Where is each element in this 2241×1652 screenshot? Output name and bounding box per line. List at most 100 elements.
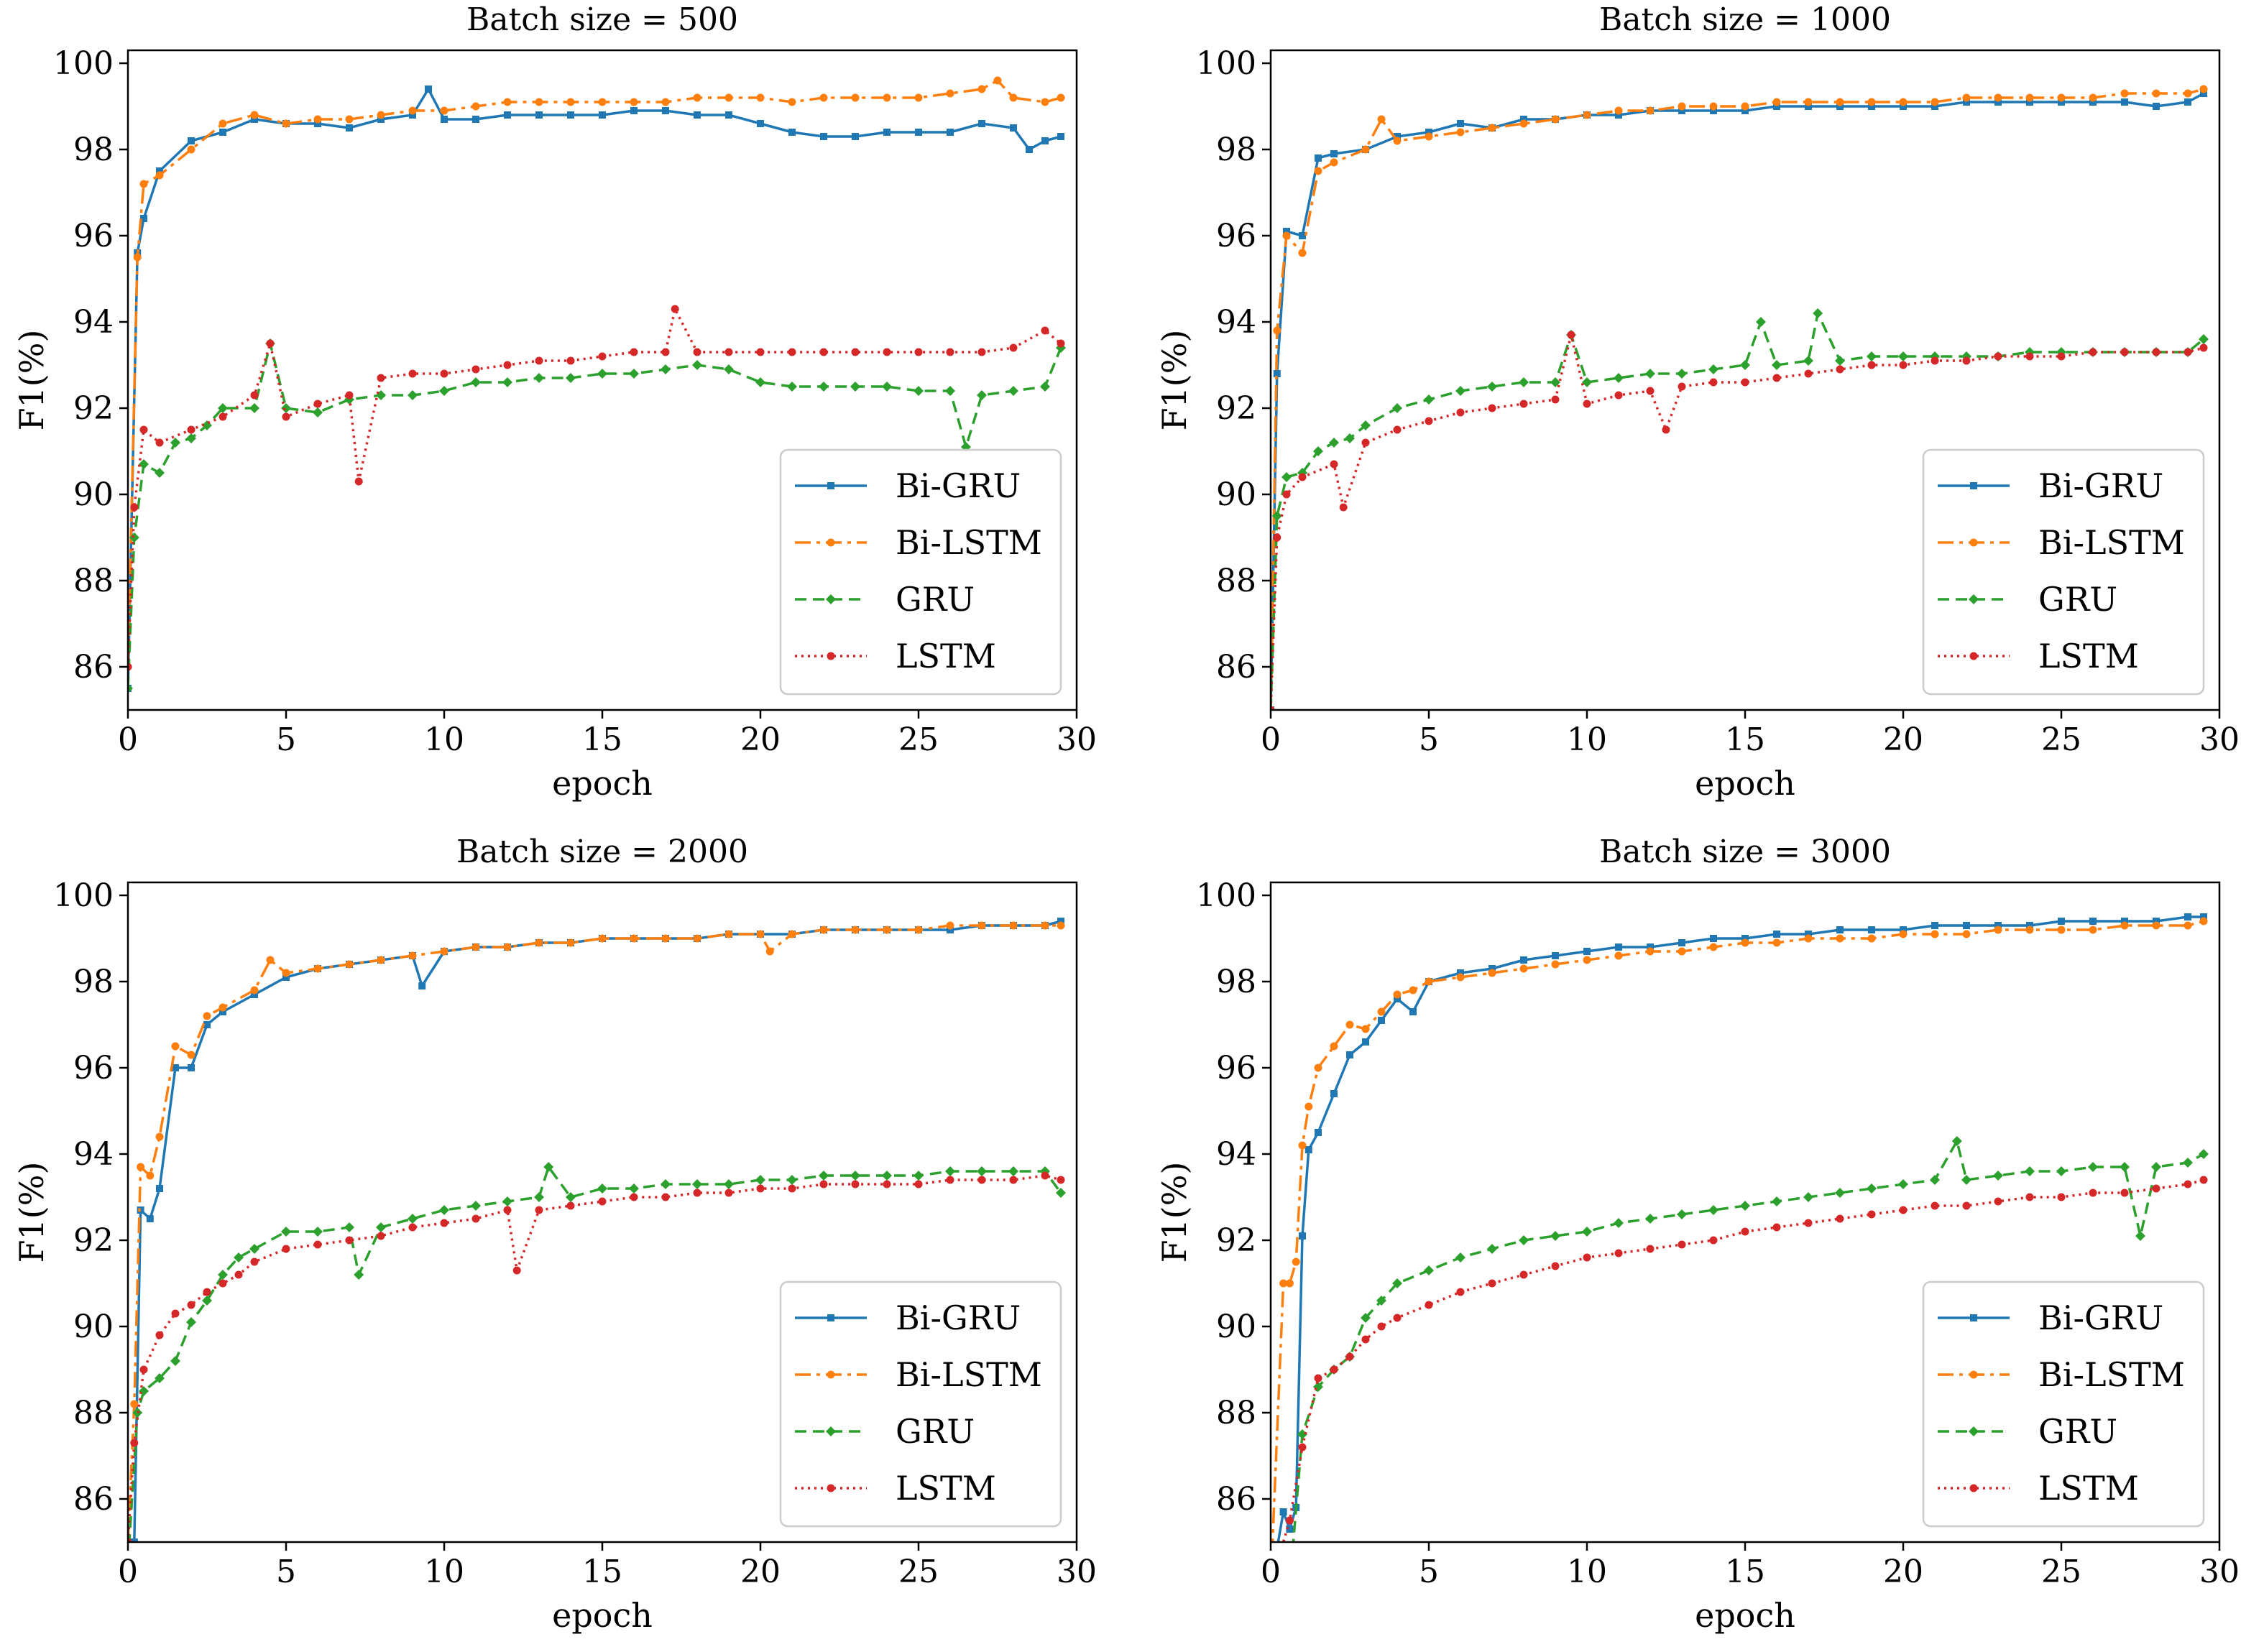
data-point: [693, 1189, 701, 1197]
data-point: [1994, 1197, 2002, 1206]
data-point: [1056, 1188, 1066, 1198]
data-point: [1377, 1322, 1386, 1331]
data-point: [2121, 918, 2128, 925]
data-point: [756, 348, 765, 356]
legend-marker: [827, 1484, 835, 1492]
data-point: [471, 1214, 480, 1223]
data-point: [512, 1266, 521, 1275]
data-point: [1286, 1526, 1294, 1533]
data-point: [128, 1538, 132, 1542]
x-tick-label: 10: [424, 1554, 464, 1590]
data-point: [2199, 1176, 2208, 1184]
data-point: [203, 1288, 211, 1296]
data-point: [2057, 1193, 2066, 1201]
data-point: [819, 382, 829, 392]
legend-label: GRU: [896, 1412, 975, 1451]
x-tick-label: 0: [118, 721, 138, 758]
data-point: [1339, 503, 1348, 512]
data-point: [1741, 935, 1749, 942]
data-point: [1487, 382, 1497, 392]
legend-label: Bi-LSTM: [896, 523, 1042, 562]
data-point: [977, 348, 986, 356]
data-point: [850, 382, 860, 392]
data-point: [947, 129, 954, 136]
data-point: [1646, 387, 1655, 395]
data-point: [2089, 1189, 2097, 1197]
y-tick-label: 86: [1216, 649, 1256, 686]
data-point: [1551, 960, 1560, 969]
data-point: [418, 982, 426, 989]
data-point: [1647, 943, 1654, 951]
y-tick-label: 98: [1216, 964, 1256, 1000]
data-point: [1836, 98, 1844, 106]
data-point: [1519, 1270, 1528, 1279]
data-point: [440, 947, 448, 956]
data-point: [1741, 1227, 1749, 1236]
data-point: [1836, 365, 1844, 374]
data-point: [1931, 1201, 1939, 1210]
data-point: [1393, 425, 1402, 434]
data-point: [724, 364, 734, 374]
data-point: [883, 1180, 891, 1189]
data-point: [1041, 1171, 1049, 1180]
data-point: [1741, 107, 1749, 114]
data-point: [1898, 1179, 1908, 1189]
y-tick-label: 100: [1196, 45, 1256, 82]
data-point: [377, 374, 385, 382]
data-point: [1281, 472, 1292, 482]
data-point: [345, 115, 354, 124]
data-point: [757, 120, 764, 127]
data-point: [1710, 935, 1717, 942]
data-point: [2120, 1162, 2130, 1172]
legend-marker: [1969, 1370, 1978, 1379]
data-point: [1836, 103, 1844, 110]
data-point: [1804, 1219, 1813, 1227]
data-point: [1741, 102, 1749, 111]
legend-marker: [1969, 1484, 1978, 1492]
data-point: [2121, 98, 2128, 106]
data-point: [1583, 111, 1591, 119]
data-point: [2025, 1166, 2035, 1176]
data-point: [946, 348, 954, 356]
data-point: [1614, 391, 1623, 400]
series-line-bi-lstm: [128, 79, 1062, 668]
data-point: [1867, 1183, 1877, 1194]
data-point: [188, 137, 195, 144]
data-point: [1284, 1580, 1294, 1590]
data-point: [566, 373, 576, 383]
y-tick-label: 100: [1196, 877, 1256, 914]
data-point: [914, 1171, 924, 1181]
data-point: [1424, 394, 1434, 405]
data-point: [2056, 1166, 2066, 1176]
data-point: [1709, 943, 1718, 951]
data-point: [1330, 460, 1338, 469]
data-point: [566, 1201, 575, 1210]
legend-label: Bi-GRU: [2038, 466, 2163, 505]
data-point: [408, 1214, 418, 1224]
data-point: [130, 1439, 139, 1447]
y-tick-label: 86: [73, 1481, 114, 1518]
y-tick-label: 98: [1216, 131, 1256, 168]
x-axis-label: epoch: [1695, 1596, 1795, 1635]
data-point: [851, 1180, 860, 1189]
data-point: [1772, 360, 1782, 370]
legend-box: [779, 1280, 1062, 1528]
chart-title: Batch size = 2000: [456, 834, 748, 870]
data-point: [1835, 356, 1845, 366]
y-tick-label: 90: [1216, 1309, 1256, 1345]
data-point: [2120, 1189, 2129, 1197]
data-point: [155, 438, 164, 447]
data-point: [629, 369, 639, 379]
y-tick-label: 96: [73, 1050, 114, 1086]
series-group: [128, 76, 1066, 693]
data-point: [472, 116, 479, 123]
data-point: [234, 1270, 243, 1279]
data-point: [946, 89, 954, 98]
x-tick-label: 0: [1261, 1554, 1281, 1590]
data-point: [1315, 1129, 1322, 1136]
data-point: [1361, 1313, 1371, 1323]
data-point: [345, 1236, 354, 1245]
data-point: [914, 348, 923, 356]
legend-label: LSTM: [2038, 637, 2139, 675]
legend-marker: [1969, 538, 1978, 547]
